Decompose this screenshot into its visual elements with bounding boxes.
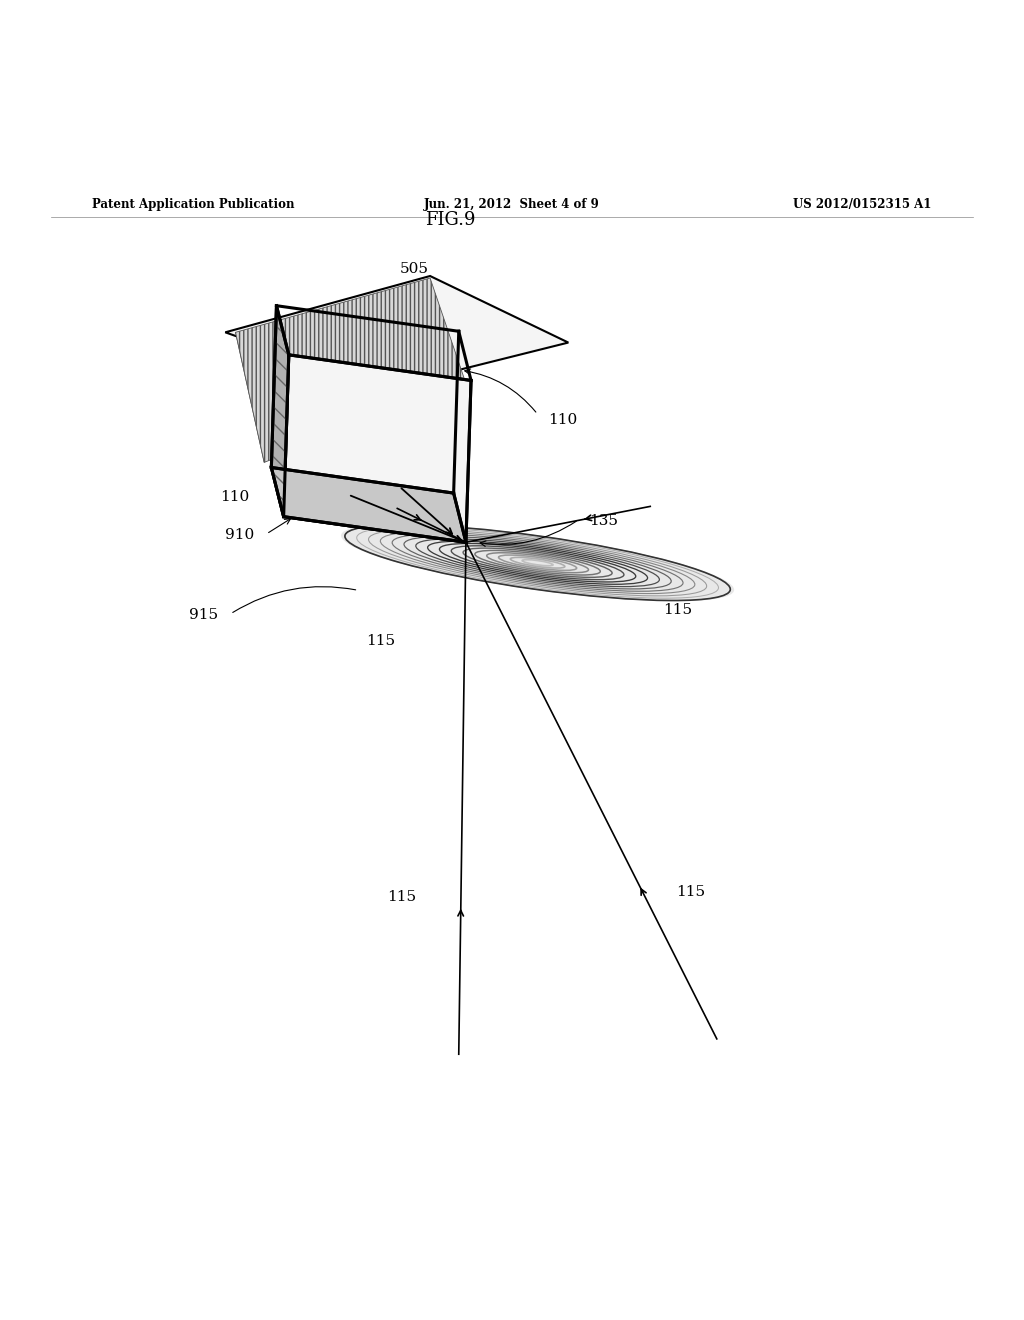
Text: 505: 505 — [399, 261, 428, 276]
Text: 135: 135 — [589, 513, 617, 528]
Text: 115: 115 — [367, 634, 395, 648]
Text: Jun. 21, 2012  Sheet 4 of 9: Jun. 21, 2012 Sheet 4 of 9 — [424, 198, 600, 211]
Text: 115: 115 — [676, 884, 705, 899]
Text: 110: 110 — [548, 413, 578, 428]
Text: 115: 115 — [387, 890, 416, 904]
Polygon shape — [225, 276, 568, 388]
Text: FIG.9: FIG.9 — [425, 211, 476, 228]
Polygon shape — [284, 355, 471, 543]
Polygon shape — [236, 333, 369, 462]
Polygon shape — [271, 467, 466, 543]
Text: 910: 910 — [225, 528, 255, 543]
Polygon shape — [236, 279, 466, 462]
Text: US 2012/0152315 A1: US 2012/0152315 A1 — [794, 198, 932, 211]
Text: Patent Application Publication: Patent Application Publication — [92, 198, 295, 211]
Text: 110: 110 — [220, 490, 250, 504]
Text: 915: 915 — [189, 609, 218, 622]
Text: 115: 115 — [664, 603, 692, 616]
Polygon shape — [271, 306, 289, 516]
Ellipse shape — [341, 524, 734, 602]
